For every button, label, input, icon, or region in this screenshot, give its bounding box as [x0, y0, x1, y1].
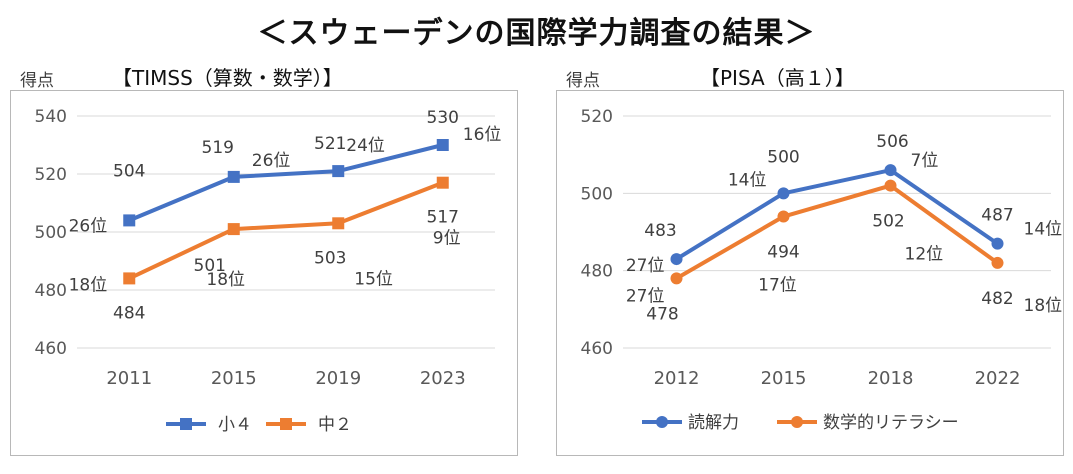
rank-label: 9位	[433, 229, 461, 249]
data-label: 478	[646, 304, 678, 324]
rank-label: 12位	[905, 245, 944, 265]
x-tick-label: 2022	[975, 368, 1021, 389]
data-label: 521	[314, 134, 346, 154]
data-label: 504	[113, 161, 145, 181]
x-tick-label: 2012	[654, 368, 700, 389]
data-point	[777, 210, 790, 223]
rank-label: 16位	[463, 125, 502, 145]
y-tick-label: 480	[581, 262, 613, 282]
x-tick-label: 2015	[211, 368, 257, 389]
right-y-axis-unit: 得点	[566, 71, 600, 91]
rank-label: 24位	[346, 136, 385, 156]
rank-label: 17位	[758, 276, 797, 296]
left-chart-panel: 460 480 500 520 540 2011 2015 2019 2023 504 26位 519…	[10, 90, 518, 456]
right-chart-panel: 460 480 500 520 2012 2015 2018 2022 483 27位 500 14位…	[556, 90, 1064, 456]
data-label: 483	[644, 221, 676, 241]
y-tick-label: 520	[35, 165, 67, 185]
data-point	[670, 272, 683, 285]
series-line	[128, 180, 444, 281]
data-label: 506	[876, 132, 908, 152]
data-label: 501	[194, 256, 226, 276]
x-tick-label: 2011	[106, 368, 152, 389]
data-label: 487	[981, 206, 1013, 226]
data-label: 500	[767, 147, 799, 167]
data-point	[123, 214, 136, 227]
rank-label: 15位	[354, 269, 393, 289]
data-point	[436, 139, 449, 151]
data-point	[123, 272, 136, 285]
left-chart-title: 【TIMSS（算数・数学）】	[112, 66, 343, 90]
left-y-axis-unit: 得点	[20, 71, 54, 91]
data-point	[884, 179, 897, 192]
x-tick-label: 2019	[315, 368, 361, 389]
y-tick-label: 480	[35, 281, 67, 301]
legend-label: 数学的リテラシー	[823, 413, 959, 433]
series-line	[675, 183, 999, 281]
legend-label: 読解力	[688, 413, 739, 433]
data-point	[332, 217, 345, 230]
data-point	[227, 223, 240, 236]
legend-marker	[791, 416, 803, 428]
data-label: 502	[872, 212, 904, 232]
rank-label: 26位	[252, 151, 291, 171]
data-point	[777, 187, 790, 200]
series-line	[128, 143, 444, 223]
y-tick-label: 500	[581, 184, 613, 204]
data-label: 517	[427, 208, 459, 228]
legend-label: 中２	[318, 415, 352, 435]
page-title: ＜スウェーデンの国際学力調査の結果＞	[257, 16, 816, 51]
rank-label: 18位	[1024, 296, 1063, 316]
legend-label: 小４	[218, 415, 252, 435]
x-tick-label: 2023	[420, 368, 466, 389]
data-point	[227, 170, 240, 183]
y-tick-label: 540	[35, 107, 67, 127]
data-label: 494	[767, 243, 799, 263]
data-point	[436, 176, 449, 189]
rank-label: 14位	[728, 170, 767, 190]
data-label: 484	[113, 303, 145, 323]
legend-marker	[656, 416, 668, 428]
data-label: 519	[202, 138, 234, 158]
rank-label: 18位	[69, 275, 108, 295]
rank-label: 27位	[626, 286, 665, 306]
y-tick-label: 520	[581, 107, 613, 127]
timss-chart: 460 480 500 520 540 2011 2015 2019 2023 504 26位 519…	[35, 107, 502, 435]
y-tick-label: 460	[35, 339, 67, 359]
legend-marker	[280, 418, 292, 430]
rank-label: 18位	[206, 270, 245, 290]
data-point	[670, 253, 683, 266]
right-chart-title: 【PISA（高１）】	[700, 66, 855, 90]
data-point	[991, 256, 1004, 269]
y-tick-label: 500	[35, 223, 67, 243]
x-tick-label: 2015	[761, 368, 807, 389]
rank-label: 7位	[911, 151, 939, 171]
rank-label: 27位	[626, 256, 665, 276]
data-point	[332, 165, 345, 178]
series-line	[675, 168, 999, 261]
data-point	[884, 164, 897, 177]
rank-label: 14位	[1024, 220, 1063, 240]
rank-label: 26位	[69, 216, 108, 236]
data-point	[991, 237, 1004, 250]
x-tick-label: 2018	[868, 368, 914, 389]
data-label: 482	[981, 289, 1013, 309]
y-tick-label: 460	[581, 339, 613, 359]
data-label: 503	[314, 248, 346, 268]
legend-marker	[180, 418, 192, 430]
data-label: 530	[427, 108, 459, 128]
